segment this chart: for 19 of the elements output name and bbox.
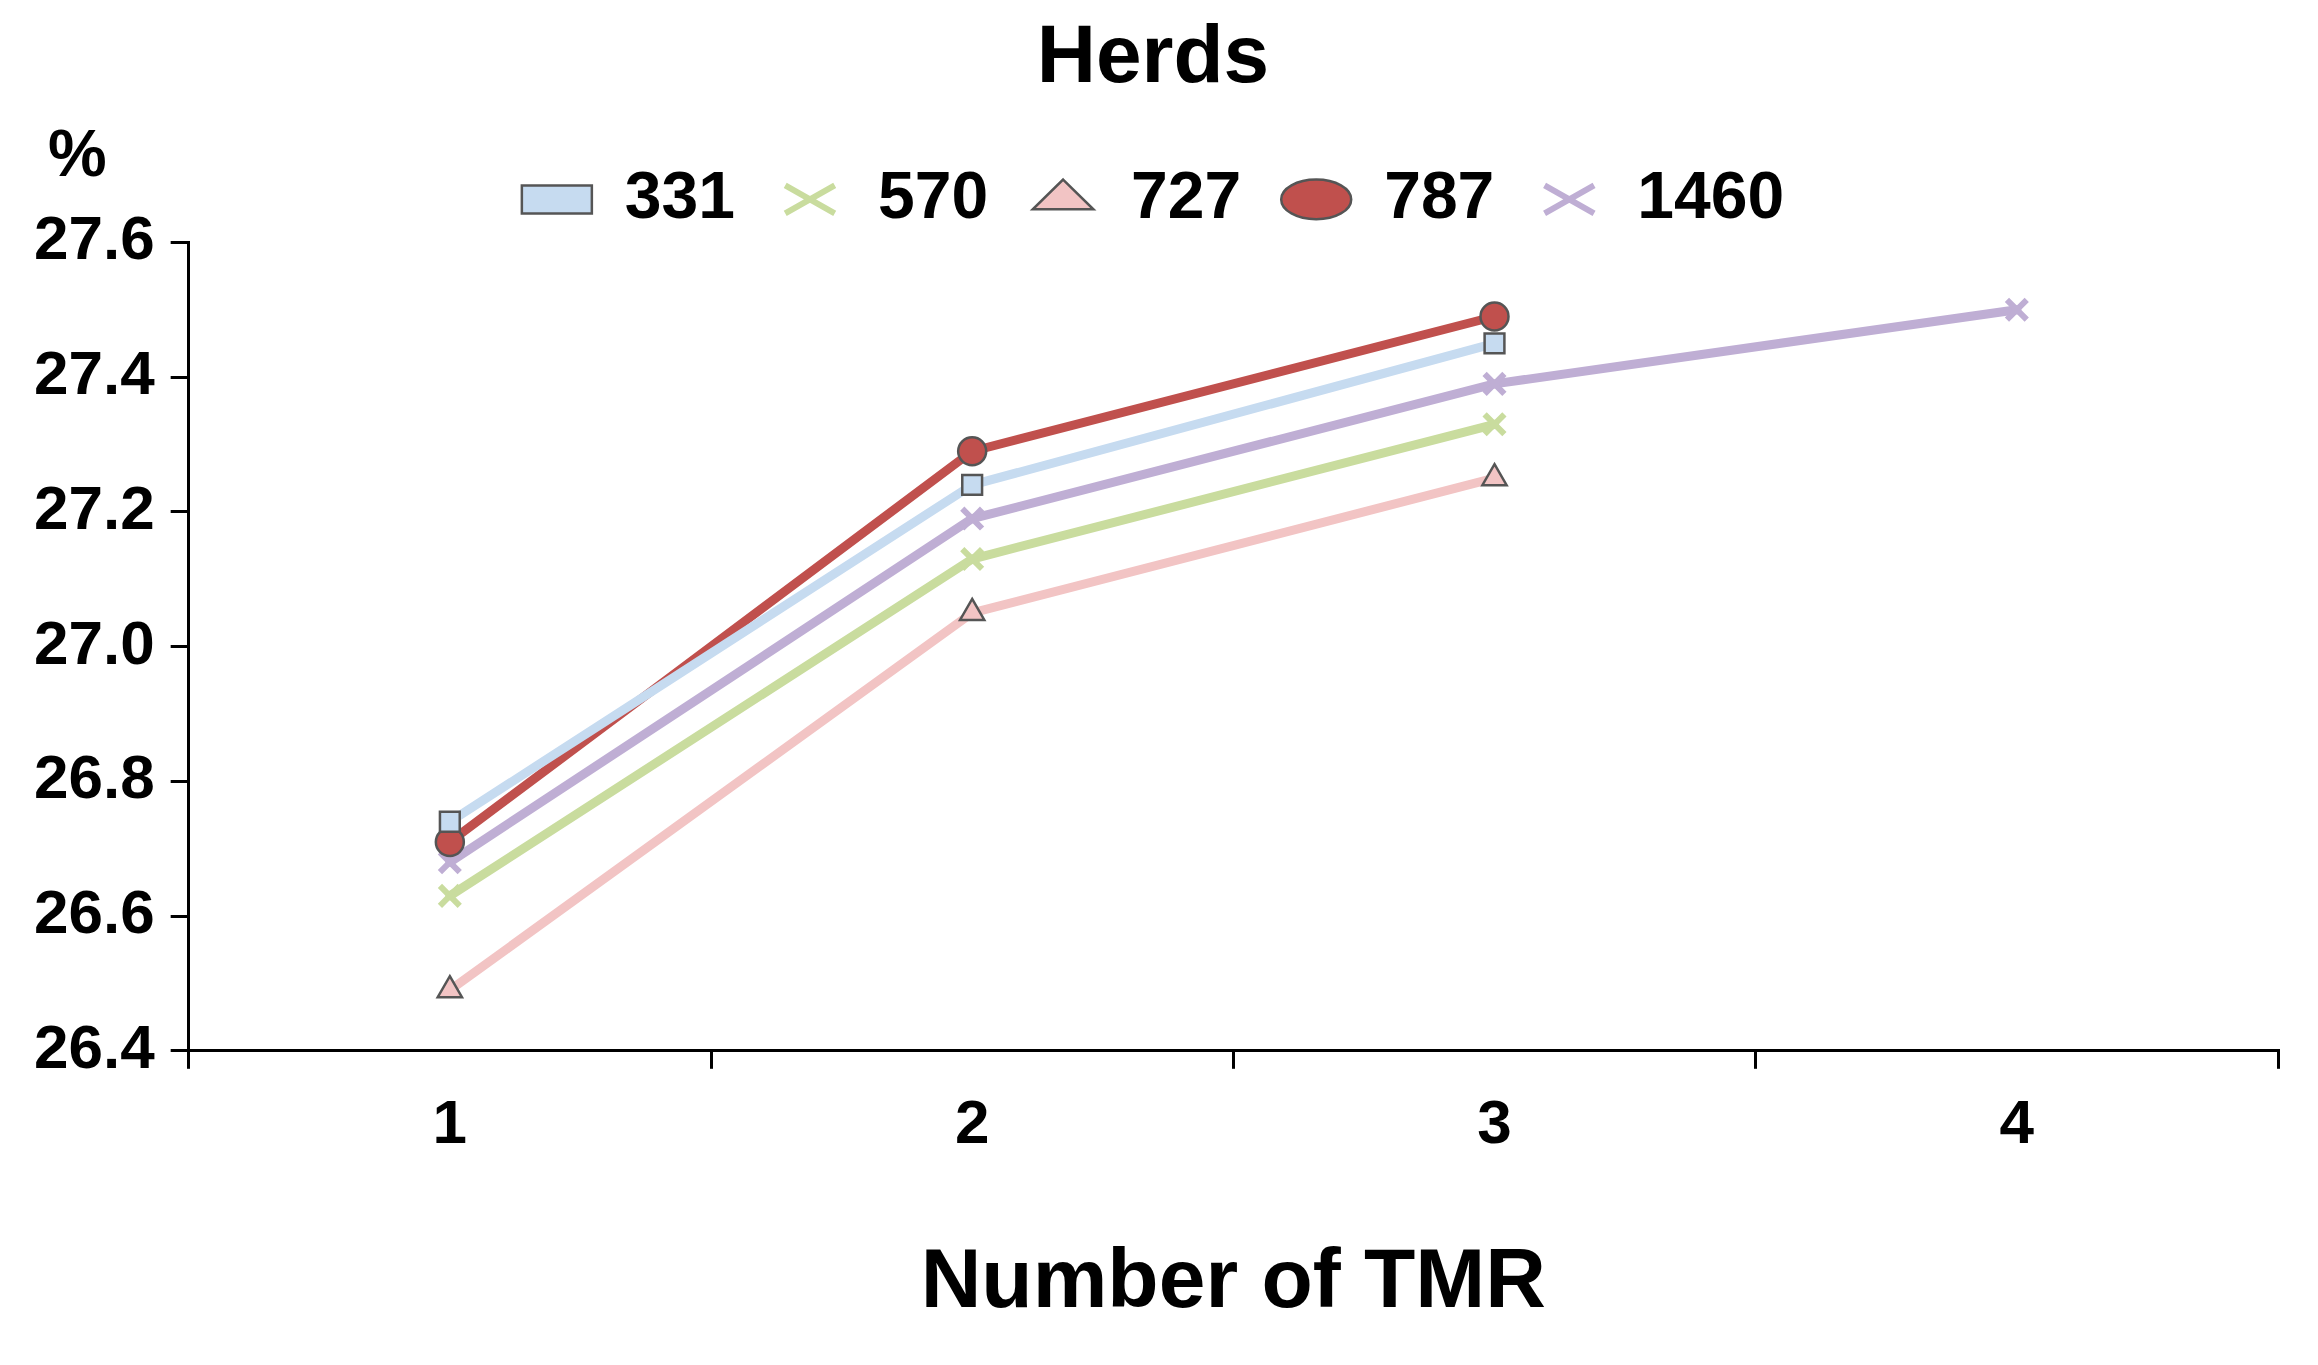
legend-label: 787 — [1384, 157, 1495, 232]
legend-label: 727 — [1131, 157, 1242, 232]
legend-label: 331 — [624, 157, 735, 232]
y-tick-label: 27.2 — [34, 472, 155, 542]
x-tick-label: 2 — [954, 1087, 990, 1157]
y-tick-label: 26.6 — [34, 877, 155, 947]
y-tick-label: 27.0 — [34, 607, 155, 677]
legend-label: 1460 — [1637, 157, 1785, 232]
x-axis-title: Number of TMR — [920, 1230, 1546, 1325]
legend-title: Herds — [1036, 7, 1270, 99]
legend-label: 570 — [877, 157, 989, 232]
y-axis-title: % — [48, 116, 107, 191]
y-tick-label: 26.4 — [34, 1011, 156, 1081]
x-tick-label: 3 — [1477, 1087, 1512, 1157]
y-tick-label: 26.8 — [34, 742, 155, 812]
y-tick-label: 27.6 — [34, 203, 155, 273]
x-tick-label: 1 — [432, 1087, 468, 1157]
x-tick-label: 4 — [1999, 1087, 2035, 1157]
y-tick-label: 27.4 — [34, 338, 156, 408]
